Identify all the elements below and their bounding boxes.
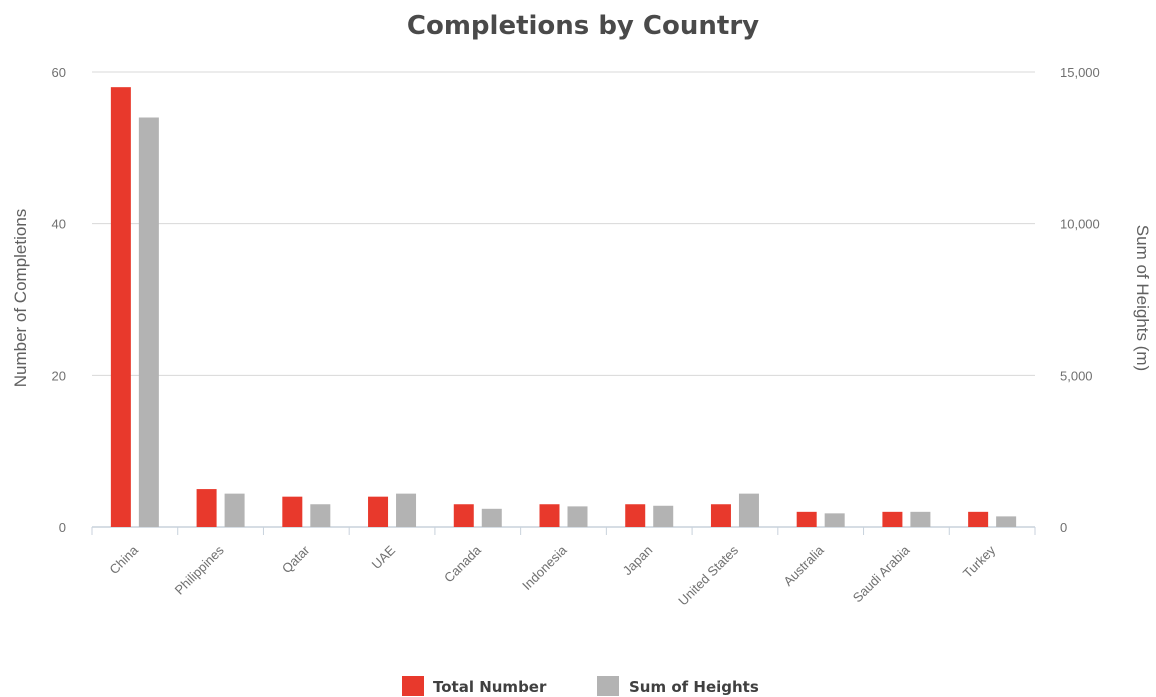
category-label: Turkey bbox=[960, 542, 999, 581]
category-label: UAE bbox=[369, 542, 399, 572]
left-axis-title: Number of Completions bbox=[11, 209, 30, 388]
right-axis-ticks: 0 5,000 10,000 15,000 bbox=[1060, 65, 1100, 535]
right-tick-label: 15,000 bbox=[1060, 65, 1100, 80]
grid-lines bbox=[91, 71, 1036, 535]
category-label: Australia bbox=[780, 542, 827, 589]
category-label: Philippines bbox=[172, 542, 227, 597]
bar-sum-of-heights bbox=[567, 506, 588, 527]
bar-sum-of-heights bbox=[224, 493, 245, 527]
left-tick-label: 0 bbox=[59, 520, 66, 535]
bar-total-number bbox=[882, 511, 903, 527]
bar-total-number bbox=[710, 504, 731, 527]
category-label: Japan bbox=[620, 543, 656, 579]
category-label: United States bbox=[675, 542, 741, 608]
bar-sum-of-heights bbox=[138, 117, 159, 527]
left-tick-label: 40 bbox=[52, 217, 66, 232]
legend-label-total-number: Total Number bbox=[433, 678, 547, 696]
category-label: Saudi Arabia bbox=[850, 542, 913, 605]
right-axis-title: Sum of Heights (m) bbox=[1133, 225, 1152, 371]
bar-sum-of-heights bbox=[396, 493, 417, 527]
left-axis-ticks: 0 20 40 60 bbox=[52, 65, 66, 535]
bar-total-number bbox=[796, 511, 817, 527]
chart-title: Completions by Country bbox=[407, 11, 759, 41]
bar-sum-of-heights bbox=[738, 493, 759, 527]
left-tick-label: 20 bbox=[52, 368, 66, 383]
right-tick-label: 0 bbox=[1060, 520, 1067, 535]
left-tick-label: 60 bbox=[52, 65, 66, 80]
bar-sum-of-heights bbox=[910, 511, 931, 527]
bar-total-number bbox=[539, 504, 560, 527]
bar-total-number bbox=[110, 87, 131, 528]
legend-swatch-total-number bbox=[402, 676, 424, 696]
bar-sum-of-heights bbox=[996, 516, 1017, 527]
bar-sum-of-heights bbox=[310, 504, 331, 527]
bars bbox=[110, 87, 1017, 528]
category-label: Indonesia bbox=[519, 542, 570, 593]
bar-total-number bbox=[282, 496, 303, 527]
legend-swatch-sum-of-heights bbox=[597, 676, 619, 696]
right-tick-label: 10,000 bbox=[1060, 217, 1100, 232]
bar-total-number bbox=[196, 489, 217, 527]
legend: Total Number Sum of Heights bbox=[402, 676, 759, 696]
legend-label-sum-of-heights: Sum of Heights bbox=[629, 678, 759, 696]
bar-sum-of-heights bbox=[653, 505, 674, 527]
bar-total-number bbox=[968, 511, 989, 527]
right-tick-label: 5,000 bbox=[1060, 368, 1093, 383]
category-label: China bbox=[106, 542, 141, 577]
category-label: Canada bbox=[441, 542, 484, 585]
bar-sum-of-heights bbox=[481, 508, 502, 527]
bar-total-number bbox=[368, 496, 389, 527]
bar-total-number bbox=[453, 504, 474, 527]
category-labels: China Philippines Qatar UAE Canada Indonesia J… bbox=[106, 542, 998, 608]
category-label: Qatar bbox=[279, 542, 313, 576]
bar-sum-of-heights bbox=[824, 513, 845, 527]
bar-total-number bbox=[625, 504, 646, 527]
